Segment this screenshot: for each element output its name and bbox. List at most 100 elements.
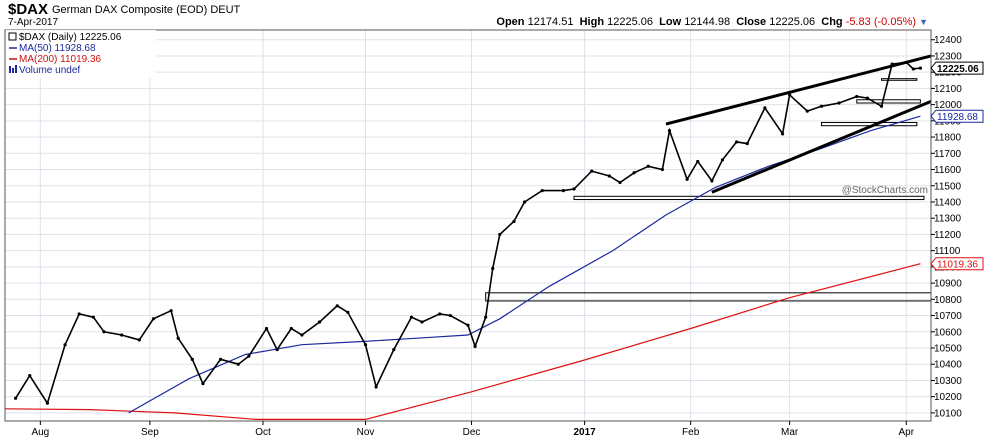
- price-point: [247, 354, 251, 358]
- chg-label: Chg: [821, 16, 843, 28]
- price-point: [561, 189, 566, 193]
- open-value: 12174.51: [527, 16, 574, 28]
- price-point: [720, 158, 725, 162]
- low-label: Low: [659, 16, 682, 28]
- price-point: [236, 362, 240, 366]
- value-tag-ma200: 11019.36: [930, 257, 984, 271]
- x-tick-label: Feb: [682, 427, 700, 438]
- value-tag-box: [930, 109, 984, 123]
- price-point: [667, 128, 672, 133]
- price-point: [632, 171, 636, 175]
- close-value: 12225.06: [769, 16, 816, 28]
- price-point: [473, 344, 477, 348]
- price-point: [151, 317, 156, 321]
- price-point: [289, 326, 293, 331]
- y-tick-label: 10200: [934, 392, 962, 403]
- ma200-series: [4, 263, 921, 420]
- price-point: [865, 96, 869, 100]
- price-point: [805, 109, 809, 113]
- price-point: [317, 320, 322, 324]
- ma50-line: [128, 115, 921, 414]
- y-tick-label: 11100: [934, 246, 961, 257]
- candle-icon: [8, 32, 17, 41]
- legend-label: MA(50) 11928.68: [19, 43, 96, 54]
- chg-value: -5.83 (-0.05%): [845, 16, 917, 28]
- price-point: [484, 315, 488, 319]
- price-point: [409, 315, 414, 319]
- close-label: Close: [736, 16, 767, 28]
- price-point: [607, 174, 611, 178]
- ma200-line: [4, 263, 921, 420]
- y-tick-label: 12100: [934, 84, 962, 95]
- price-point: [879, 104, 884, 108]
- price-point: [685, 177, 689, 181]
- price-point: [45, 401, 50, 405]
- price-point: [346, 310, 350, 314]
- bars-icon: [12, 68, 14, 73]
- x-tick-label: Dec: [463, 427, 481, 438]
- support-box: [856, 99, 921, 104]
- x-tick-label: 2017: [574, 427, 597, 438]
- value-tag-box: [930, 257, 984, 271]
- symbol-label: $DAX: [8, 1, 49, 18]
- watermark: @StockCharts.com: [842, 185, 928, 196]
- price-point: [275, 348, 279, 352]
- triangle-down-icon[interactable]: ▼: [919, 17, 928, 27]
- price-point: [696, 159, 700, 164]
- price-point: [363, 343, 368, 347]
- y-tick-label: 11700: [934, 149, 962, 160]
- price-point: [590, 169, 594, 173]
- price-point: [374, 385, 378, 389]
- high-label: High: [579, 16, 605, 28]
- ohlc-readout: Open 12174.51 High 12225.06 Low 12144.98…: [496, 16, 928, 28]
- price-point: [14, 396, 18, 400]
- y-tick-label: 10300: [934, 376, 962, 387]
- y-tick-label: 11600: [934, 165, 962, 176]
- price-point: [392, 348, 396, 352]
- price-point: [491, 266, 495, 271]
- y-tick-label: 11400: [934, 197, 962, 208]
- price-point: [498, 232, 502, 237]
- x-tick-label: Mar: [781, 427, 799, 438]
- y-tick-label: 12300: [934, 51, 962, 62]
- y-tick-label: 10500: [934, 343, 962, 354]
- x-tick-label: Aug: [31, 427, 49, 438]
- x-tick-label: Sep: [141, 427, 159, 438]
- price-point: [572, 187, 576, 191]
- price-point: [788, 93, 792, 97]
- low-value: 12144.98: [684, 16, 731, 28]
- price-point: [137, 338, 141, 342]
- open-label: Open: [496, 16, 525, 28]
- value-tag-label: 11928.68: [937, 112, 978, 123]
- symbol-description: German DAX Composite (EOD) DEUT: [52, 4, 241, 16]
- price-point: [780, 132, 785, 136]
- price-point: [710, 179, 714, 183]
- y-tick-label: 10700: [934, 311, 962, 322]
- chart-date: 7-Apr-2017: [8, 17, 59, 28]
- price-point: [660, 167, 664, 172]
- x-tick-label: Apr: [898, 427, 914, 438]
- plot-frame: [4, 29, 932, 422]
- price-point: [190, 357, 194, 361]
- price-point: [264, 326, 269, 331]
- y-tick-label: 10800: [934, 295, 962, 306]
- price-point: [176, 336, 180, 340]
- y-tick-label: 11500: [934, 181, 962, 192]
- price-point: [735, 140, 739, 144]
- price-point: [540, 189, 544, 193]
- price-point: [911, 67, 915, 71]
- ma50-series: [128, 115, 921, 414]
- legend-item: MA(200) 11019.36: [9, 54, 102, 65]
- support-box: [881, 78, 918, 81]
- legend-label: Volume undef: [19, 65, 80, 76]
- price-point: [91, 315, 95, 319]
- legend-item: MA(50) 11928.68: [9, 43, 96, 54]
- bars-icon: [15, 65, 17, 73]
- y-tick-label: 10100: [934, 408, 962, 419]
- price-point: [28, 373, 32, 378]
- y-tick-label: 10600: [934, 327, 962, 338]
- price-point: [102, 330, 106, 334]
- y-tick-label: 11300: [934, 214, 962, 225]
